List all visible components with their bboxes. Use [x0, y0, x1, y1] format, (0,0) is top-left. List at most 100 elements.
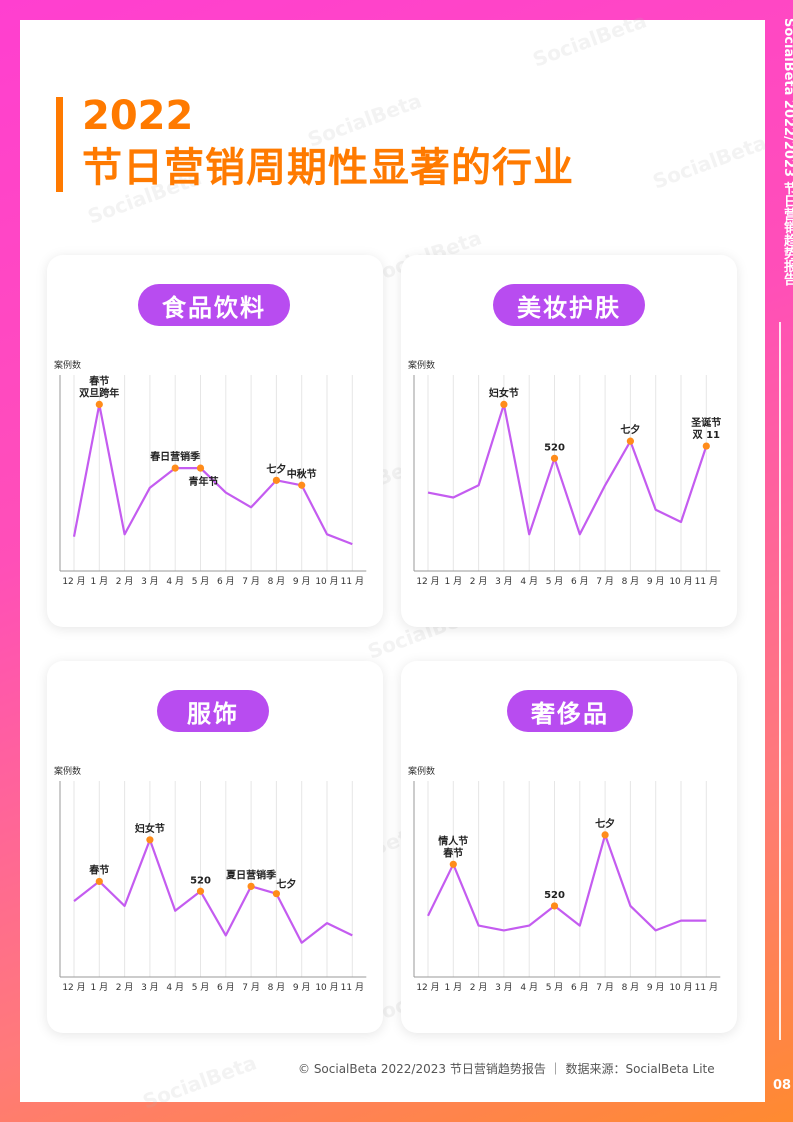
x-tick-label: 7 月: [242, 576, 260, 587]
peak-marker: [196, 464, 205, 472]
x-tick-label: 11 月: [341, 982, 364, 993]
annotation-label: 春日营销季: [150, 450, 201, 463]
x-tick-label: 12 月: [62, 982, 85, 993]
peak-marker: [196, 887, 205, 895]
x-tick-label: 2 月: [470, 576, 488, 587]
peak-marker: [550, 454, 559, 462]
chart-title-pill: 奢侈品: [507, 690, 633, 732]
annotation-label: 青年节: [189, 475, 219, 488]
x-tick-label: 1 月: [91, 982, 109, 993]
line-chart-beauty-skincare: 12 月 1 月 2 月 3 月 4 月 5 月 6 月 7 月 8 月 9 月 10 月 11 月 妇…: [413, 375, 721, 587]
series-line: [427, 403, 708, 536]
annotation-label: 圣诞节: [691, 416, 721, 429]
x-tick-label: 9 月: [647, 576, 665, 587]
line-chart-luxury: 12 月 1 月 2 月 3 月 4 月 5 月 6 月 7 月 8 月 9 月 10 月 11 月 情…: [413, 781, 721, 993]
x-tick-label: 2 月: [470, 982, 488, 993]
x-tick-label: 9 月: [293, 576, 311, 587]
x-tick-label: 2 月: [116, 982, 134, 993]
chart-card-food-beverage: 食品饮料 案例数 12 月 1 月 2 月 3 月 4 月 5 月 6 月 7 月 8 月 9 月…: [47, 255, 383, 627]
x-tick-label: 5 月: [192, 982, 210, 993]
annotation-label: 双旦跨年: [79, 386, 119, 399]
peak-marker: [95, 877, 103, 886]
peak-marker: [171, 464, 179, 472]
annotation-label: 春节: [89, 863, 109, 876]
x-tick-label: 7 月: [596, 576, 614, 587]
series-line: [72, 403, 353, 546]
page-number: 08: [773, 1078, 792, 1093]
x-tick-label: 3 月: [495, 982, 513, 993]
x-tick-label: 8 月: [622, 982, 640, 993]
x-tick-label: 2 月: [116, 576, 134, 587]
peak-marker: [550, 902, 559, 910]
y-axis-label: 案例数: [54, 767, 82, 777]
page-title: 节日营销周期性显著的行业: [82, 145, 574, 191]
x-tick-label: 12 月: [416, 982, 439, 993]
chart-title-pill: 服饰: [157, 690, 269, 732]
title-accent-bar: [56, 97, 63, 192]
peak-marker: [500, 400, 508, 408]
series-line: [427, 833, 707, 932]
peak-marker: [272, 890, 280, 898]
x-tick-label: 10 月: [669, 982, 692, 993]
annotation-label: 中秋节: [287, 467, 317, 480]
series-line: [73, 838, 353, 944]
annotation-label: 春节: [443, 846, 463, 859]
x-tick-label: 3 月: [495, 576, 513, 587]
y-axis-label: 案例数: [54, 361, 82, 371]
annotation-label: 妇女节: [134, 822, 165, 835]
peak-marker: [702, 442, 710, 450]
x-tick-label: 10 月: [315, 982, 338, 993]
x-tick-label: 6 月: [571, 982, 589, 993]
line-chart-apparel: 12 月 1 月 2 月 3 月 4 月 5 月 6 月 7 月 8 月 9 月 10 月 11 月 春…: [59, 781, 367, 993]
peak-marker: [247, 882, 255, 890]
annotation-label: 七夕: [620, 423, 640, 436]
x-tick-label: 8 月: [622, 576, 640, 587]
footer-source: © SocialBeta 2022/2023 节日营销趋势报告 ｜ 数据来源：S…: [298, 1062, 715, 1076]
peak-marker: [449, 860, 457, 868]
x-tick-label: 11 月: [341, 576, 364, 587]
x-tick-label: 9 月: [647, 982, 665, 993]
annotation-label: 春节: [89, 374, 109, 387]
x-tick-label: 4 月: [166, 982, 184, 993]
sidebar-report-title: SocialBeta 2022/2023 节日营销趋势报告: [781, 18, 793, 286]
x-tick-label: 7 月: [596, 982, 614, 993]
x-tick-label: 7 月: [242, 982, 260, 993]
peak-marker: [298, 481, 306, 489]
x-tick-label: 11 月: [695, 982, 718, 993]
x-tick-label: 5 月: [192, 576, 210, 587]
x-tick-label: 8 月: [268, 982, 286, 993]
x-tick-label: 8 月: [268, 576, 286, 587]
x-tick-label: 1 月: [91, 576, 109, 587]
x-tick-label: 12 月: [416, 576, 439, 587]
x-tick-label: 12 月: [62, 576, 85, 587]
annotation-label: 七夕: [276, 878, 296, 891]
peak-marker: [272, 476, 280, 484]
chart-card-beauty-skincare: 美妆护肤 案例数 12 月 1 月 2 月 3 月 4 月 5 月 6 月 7 月 8 月 9 月…: [401, 255, 737, 627]
annotation-label: 情人节: [438, 834, 468, 847]
x-tick-label: 4 月: [520, 982, 538, 993]
x-tick-label: 3 月: [141, 982, 159, 993]
annotation-label: 520: [544, 442, 565, 453]
sidebar-divider: [779, 322, 781, 1040]
x-tick-label: 6 月: [571, 576, 589, 587]
peak-marker: [146, 836, 154, 844]
y-axis-label: 案例数: [408, 361, 436, 371]
x-tick-label: 10 月: [315, 576, 338, 587]
line-chart-food-beverage: 12 月 1 月 2 月 3 月 4 月 5 月 6 月 7 月 8 月 9 月 10 月 11 月 春…: [59, 374, 367, 587]
annotation-label: 520: [190, 875, 211, 886]
page-title-year: 2022: [82, 93, 194, 139]
x-tick-label: 4 月: [520, 576, 538, 587]
peak-marker: [626, 437, 634, 445]
x-tick-label: 11 月: [695, 576, 718, 587]
annotation-label: 双 11: [693, 429, 720, 441]
annotation-label: 妇女节: [488, 386, 519, 399]
chart-title-pill: 食品饮料: [138, 284, 290, 326]
x-tick-label: 5 月: [546, 576, 564, 587]
x-tick-label: 3 月: [141, 576, 159, 587]
x-tick-label: 5 月: [546, 982, 564, 993]
peak-marker: [95, 400, 103, 408]
x-tick-label: 6 月: [217, 982, 235, 993]
x-tick-label: 6 月: [217, 576, 235, 587]
x-tick-label: 10 月: [669, 576, 692, 587]
